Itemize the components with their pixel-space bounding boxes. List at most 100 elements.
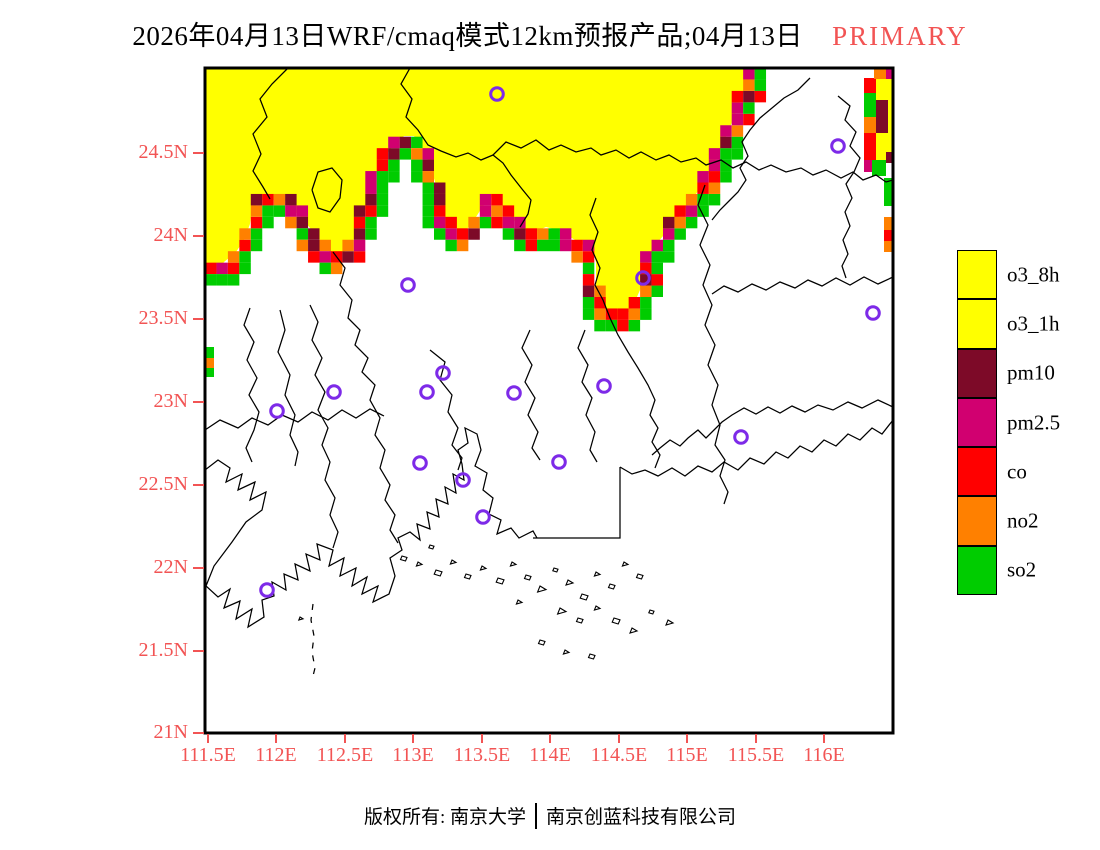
pollutant-cell xyxy=(353,239,366,252)
pollutant-cell xyxy=(731,102,744,114)
pollutant-cell xyxy=(628,297,641,309)
pollutant-cell xyxy=(353,228,366,240)
coastline-east xyxy=(619,419,893,477)
pollutant-cell xyxy=(376,159,389,172)
pollutant-cell xyxy=(514,239,526,252)
pollutant-cell xyxy=(743,102,755,114)
pollutant-cell xyxy=(227,274,240,286)
pollutant-cell xyxy=(376,205,389,217)
pollutant-cell xyxy=(874,68,886,79)
pollutant-cell xyxy=(720,136,732,149)
pollutant-cell xyxy=(640,262,652,275)
pollutant-cell xyxy=(594,297,606,309)
pollutant-cell xyxy=(571,251,583,263)
pollutant-cell xyxy=(376,193,389,206)
pollutant-cell xyxy=(617,308,629,320)
pollutant-cell xyxy=(594,319,606,332)
pollutant-cell xyxy=(617,319,629,332)
pollutant-cell xyxy=(864,133,876,160)
station-marker xyxy=(830,138,846,154)
county-boundary xyxy=(651,399,893,456)
pollutant-cell xyxy=(273,193,286,206)
pollutant-cell xyxy=(250,193,263,206)
legend-swatch xyxy=(957,545,997,596)
pollutant-cell xyxy=(674,216,686,229)
pollutant-cell xyxy=(365,228,377,240)
pollutant-cell xyxy=(628,319,641,332)
county-boundary xyxy=(711,276,893,295)
pollutant-cell xyxy=(491,216,503,229)
station-marker xyxy=(865,305,881,321)
county-boundary xyxy=(577,329,598,463)
pollutant-cell xyxy=(262,216,274,229)
pollutant-cell xyxy=(605,308,618,320)
station-marker xyxy=(326,384,342,400)
legend-swatch xyxy=(957,348,997,398)
island xyxy=(495,577,505,585)
pollutant-cell xyxy=(365,182,377,194)
lon-tick-label: 112.5E xyxy=(316,744,374,766)
pollutant-cell xyxy=(663,239,675,252)
pollutant-cell xyxy=(262,193,274,206)
pollutant-cell xyxy=(205,262,217,275)
pollutant-cell xyxy=(525,228,538,240)
pollutant-cell xyxy=(205,274,217,286)
island xyxy=(579,593,589,601)
station-marker xyxy=(412,455,428,471)
coastline xyxy=(205,426,538,629)
pollutant-cell xyxy=(720,125,732,137)
pollutant-cell xyxy=(697,182,709,194)
pollutant-cell xyxy=(640,297,652,309)
island xyxy=(537,639,546,646)
pollutant-cell xyxy=(205,358,214,368)
pollutant-cell xyxy=(582,251,595,263)
county-boundary xyxy=(332,251,399,544)
pollutant-cell xyxy=(365,205,377,217)
pollutant-cell xyxy=(594,308,606,320)
pollutant-cell xyxy=(697,193,709,206)
pollutant-cell xyxy=(708,148,721,160)
island xyxy=(575,617,584,624)
pollutant-cell xyxy=(754,90,767,103)
lat-tick-label: 23.5N xyxy=(138,307,188,329)
lon-tick-label: 116E xyxy=(803,744,845,766)
page-title: 2026年04月13日WRF/cmaq模式12km预报产品;04月13日 PRI… xyxy=(120,14,980,53)
pollutant-cell xyxy=(388,148,400,160)
county-boundary xyxy=(492,139,893,183)
pollutant-cell xyxy=(548,239,560,252)
map-layers xyxy=(205,68,893,677)
lat-tick-label: 23N xyxy=(153,390,188,412)
pollutant-cell xyxy=(720,148,732,160)
pollutant-cell xyxy=(640,251,652,263)
pollutant-cell xyxy=(353,205,366,217)
island xyxy=(415,561,424,567)
county-boundary xyxy=(589,197,661,469)
pollutant-cell xyxy=(864,78,876,93)
pollutant-cell xyxy=(434,216,446,229)
pollutant-cell xyxy=(365,193,377,206)
pollutant-cell xyxy=(663,228,675,240)
legend-label: o3_8h xyxy=(1007,262,1060,287)
pollutant-cell xyxy=(434,205,446,217)
pollutant-cell xyxy=(445,228,457,240)
island xyxy=(552,567,559,573)
pollutant-cell xyxy=(456,228,469,240)
pollutant-cell xyxy=(216,274,228,286)
county-boundary xyxy=(277,309,299,467)
pollutant-cell xyxy=(502,205,515,217)
station-marker xyxy=(435,365,451,381)
pollutant-cell xyxy=(720,159,732,172)
pollutant-cell xyxy=(468,216,480,229)
pollutant-cell xyxy=(582,308,595,320)
pollutant-cell xyxy=(422,171,434,183)
pollutant-cell xyxy=(731,125,744,137)
pollutant-cell xyxy=(537,239,549,252)
pollutant-cell xyxy=(411,159,423,172)
island xyxy=(665,619,675,626)
legend-swatch xyxy=(957,250,997,300)
station-marker xyxy=(596,378,612,394)
pollutant-cell xyxy=(296,239,309,252)
pollutant-cell xyxy=(708,171,721,183)
pollutant-cell xyxy=(864,93,876,117)
pollutant-cell xyxy=(559,239,572,252)
